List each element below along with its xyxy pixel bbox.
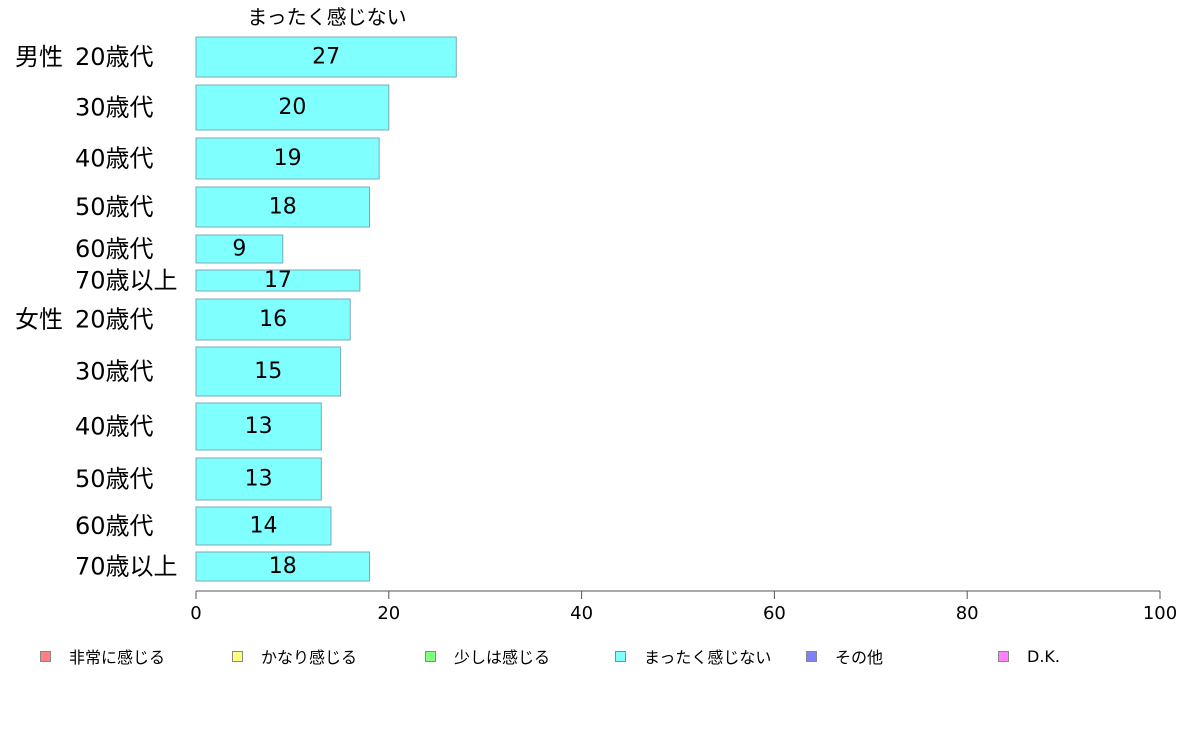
bar bbox=[195, 137, 380, 180]
category-label: 20歳代 bbox=[75, 43, 154, 71]
category-label: 50歳代 bbox=[75, 465, 154, 493]
legend-label: 非常に感じる bbox=[69, 648, 166, 667]
bar bbox=[195, 402, 322, 451]
legend-swatch bbox=[425, 650, 436, 662]
data-label: 17 bbox=[264, 268, 292, 293]
data-label: 27 bbox=[312, 45, 340, 70]
legend-item: かなり感じる bbox=[232, 646, 358, 667]
legend-swatch bbox=[40, 650, 51, 662]
data-label: 14 bbox=[249, 514, 277, 539]
legend-swatch bbox=[615, 650, 626, 662]
group-label: 男性 bbox=[15, 43, 63, 71]
bar bbox=[195, 269, 361, 292]
category-label: 40歳代 bbox=[75, 413, 154, 441]
legend-label: 少しは感じる bbox=[454, 648, 551, 667]
bar bbox=[195, 506, 332, 546]
category-label: 20歳代 bbox=[75, 306, 154, 334]
bar bbox=[195, 457, 322, 501]
legend-label: D.K. bbox=[1027, 646, 1060, 666]
legend-swatch bbox=[232, 650, 243, 662]
category-label: 60歳代 bbox=[75, 235, 154, 263]
category-label: 40歳代 bbox=[75, 145, 154, 173]
category-label: 30歳代 bbox=[75, 358, 154, 386]
legend-label: まったく感じない bbox=[644, 648, 772, 667]
x-tick-label: 60 bbox=[763, 603, 786, 624]
legend-item: 非常に感じる bbox=[40, 646, 166, 667]
data-label: 16 bbox=[259, 307, 287, 332]
legend-item: 少しは感じる bbox=[425, 646, 551, 667]
bar bbox=[195, 84, 390, 131]
bar bbox=[195, 298, 351, 341]
bar bbox=[195, 36, 457, 78]
legend-item: D.K. bbox=[998, 646, 1060, 666]
bar bbox=[195, 551, 371, 582]
bar bbox=[195, 234, 284, 264]
data-label: 18 bbox=[269, 195, 297, 220]
bar bbox=[195, 346, 342, 397]
data-label: 18 bbox=[269, 554, 297, 579]
x-tick-label: 80 bbox=[956, 603, 979, 624]
category-label: 70歳以上 bbox=[75, 553, 178, 581]
category-label: 60歳代 bbox=[75, 512, 154, 540]
bar bbox=[195, 186, 371, 228]
chart-title: まったく感じない bbox=[247, 5, 406, 29]
x-tick-label: 20 bbox=[377, 603, 400, 624]
category-label: 70歳以上 bbox=[75, 267, 178, 295]
x-tick-label: 100 bbox=[1143, 603, 1177, 624]
category-label: 50歳代 bbox=[75, 193, 154, 221]
legend-label: かなり感じる bbox=[261, 648, 358, 667]
group-label: 女性 bbox=[15, 306, 63, 334]
data-label: 13 bbox=[245, 467, 273, 492]
bar-chart: まったく感じない 27 20歳代 20 30歳代 19 40歳代 18 50歳代 9 60歳代 17 7… bbox=[15, 5, 1177, 624]
legend-swatch bbox=[806, 650, 817, 662]
data-label: 15 bbox=[254, 359, 282, 384]
legend-label: その他 bbox=[835, 648, 884, 667]
legend-swatch bbox=[998, 650, 1009, 662]
data-label: 13 bbox=[245, 414, 273, 439]
data-label: 20 bbox=[278, 95, 306, 120]
legend-item: その他 bbox=[806, 646, 884, 667]
data-label: 9 bbox=[232, 237, 246, 262]
x-tick-label: 0 bbox=[190, 603, 201, 624]
x-tick-label: 40 bbox=[570, 603, 593, 624]
category-label: 30歳代 bbox=[75, 94, 154, 122]
data-label: 19 bbox=[274, 146, 302, 171]
legend-item: まったく感じない bbox=[615, 646, 772, 667]
